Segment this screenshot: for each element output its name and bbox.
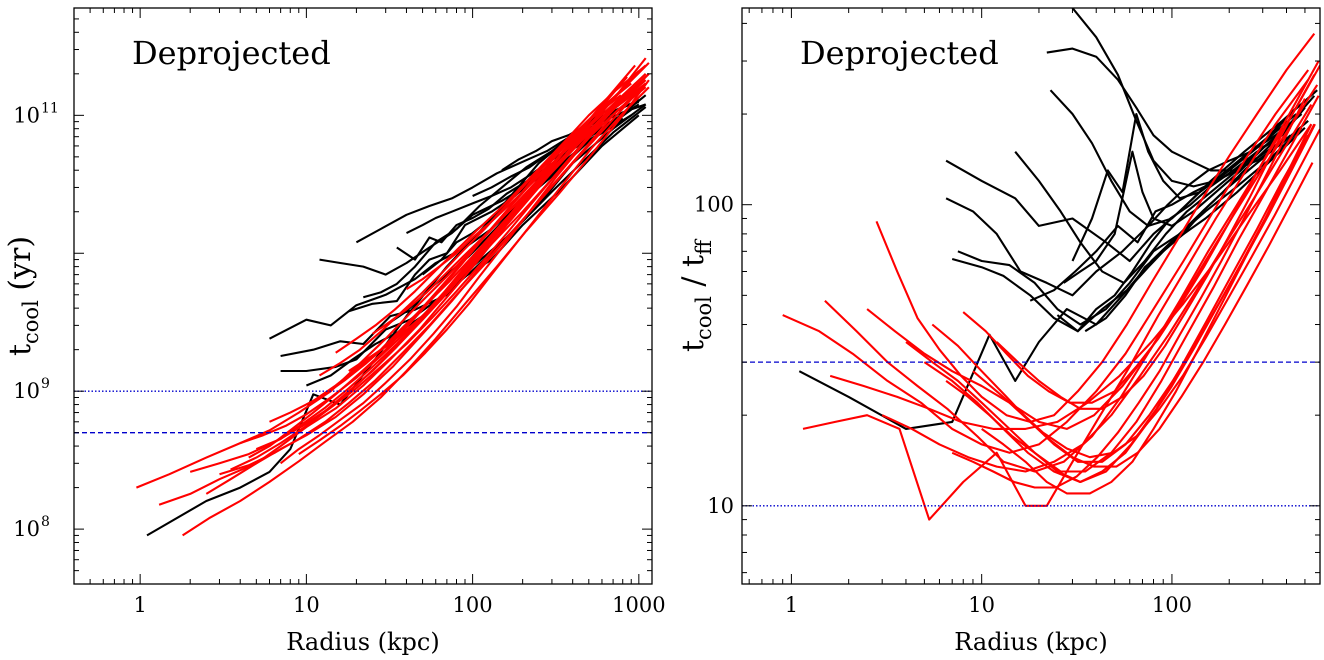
red-profile-line-32: [348, 86, 647, 372]
red-profile-line-31: [298, 86, 650, 455]
black-profile-line-11: [1029, 113, 1292, 302]
red-profile-line-15: [802, 79, 1310, 521]
x-tick-label: 10: [293, 593, 320, 617]
red-profile-line-25: [881, 104, 1313, 473]
axes-frame: [741, 7, 1321, 585]
plot-area: [742, 8, 1320, 521]
red-profile-line-26: [335, 64, 647, 354]
red-profile-line-22: [962, 60, 1320, 404]
y-axis-label: tcool (yr): [3, 236, 43, 356]
black-profile-line-9: [1063, 120, 1296, 284]
red-profile-line-24: [995, 74, 1316, 410]
black-profile-line-10: [1071, 106, 1297, 262]
red-profile-line-27: [829, 123, 1313, 430]
x-axis-label: Radius (kpc): [954, 628, 1107, 656]
x-tick-label: 10: [968, 593, 995, 617]
y-tick-exponent: 9: [41, 376, 50, 392]
red-profile-line-34: [405, 73, 647, 290]
y-tick-label: 10: [13, 103, 40, 127]
y-tick-label: 100: [694, 193, 734, 217]
red-profile-line-18: [866, 84, 1319, 430]
tick-marks: [73, 7, 652, 585]
black-profile-line-7: [1046, 47, 1309, 172]
tick-marks: [742, 8, 1321, 584]
red-profile-line-29: [248, 62, 650, 459]
red-profile-line-15: [136, 57, 647, 489]
red-profile-line-17: [875, 32, 1316, 423]
red-profile-line-30: [931, 123, 1316, 463]
red-profile-line-26: [951, 98, 1306, 489]
axes-frame: [73, 7, 653, 585]
x-tick-label: 100: [453, 593, 493, 617]
x-axis-label: Radius (kpc): [286, 628, 439, 656]
x-tick-label: 1000: [612, 593, 665, 617]
panel-annotation: Deprojected: [800, 34, 999, 72]
red-profile-line-33: [371, 79, 647, 335]
panel-annotation: Deprojected: [132, 34, 331, 72]
red-profile-line-28: [189, 76, 628, 473]
x-tick-label: 100: [1152, 593, 1192, 617]
right-panel-cooling-freefall-ratio: 1 10 100 10 100 Radius (kpc) tcool / tff Deproj…: [676, 7, 1321, 656]
plot-area: [74, 57, 652, 537]
y-tick-label: 10: [707, 494, 734, 518]
red-profile-line-14: [782, 69, 1310, 454]
black-profile-line-1: [945, 89, 1318, 263]
y-tick-exponent: 11: [41, 100, 59, 116]
red-profile-line-16: [824, 64, 1320, 473]
red-profile-line-25: [318, 82, 632, 377]
x-tick-label: 1: [785, 593, 798, 617]
y-tick-label: 10: [13, 517, 40, 541]
x-tick-label: 1: [133, 593, 146, 617]
y-axis-label: tcool / tff: [676, 238, 716, 352]
y-tick-label: 10: [13, 379, 40, 403]
black-profile-line-0: [798, 127, 1306, 430]
y-tick-exponent: 8: [41, 514, 50, 530]
red-profile-line-19: [219, 82, 647, 476]
red-profile-line-23: [981, 123, 1313, 495]
